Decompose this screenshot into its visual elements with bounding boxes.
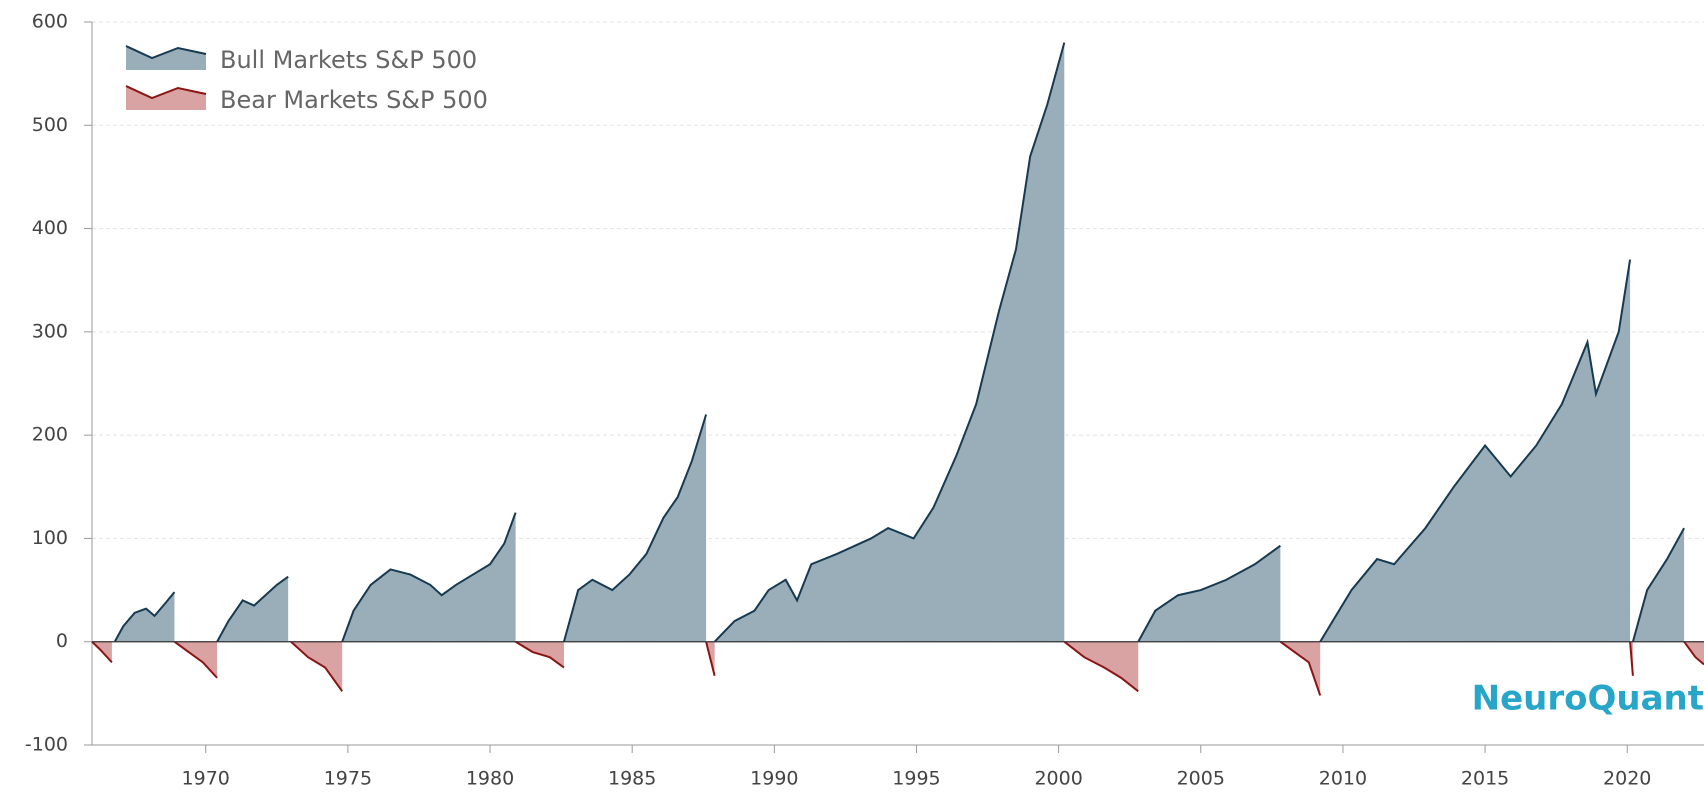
x-tick-label: 1995: [892, 768, 940, 790]
x-tick-label: 2010: [1319, 768, 1367, 790]
area-fill: [114, 42, 1685, 642]
y-tick-label: 600: [32, 11, 68, 33]
x-tick-label: 1985: [608, 768, 656, 790]
x-tick-label: 2005: [1177, 768, 1225, 790]
legend-label: Bull Markets S&P 500: [220, 46, 477, 74]
legend-line: [125, 85, 207, 100]
legend-label: Bear Markets S&P 500: [220, 86, 488, 114]
x-tick-label: 1980: [466, 768, 514, 790]
y-tick-label: 100: [32, 527, 68, 549]
x-tick-label: 2020: [1603, 768, 1651, 790]
x-tick-label: 1990: [750, 768, 798, 790]
area-line: [91, 640, 1704, 696]
area-fill: [92, 641, 1704, 696]
y-tick-label: 500: [32, 114, 68, 136]
legend-line: [125, 45, 207, 60]
y-tick-label: 300: [32, 320, 68, 342]
y-tick-label: 0: [56, 630, 68, 652]
x-tick-label: 1975: [324, 768, 372, 790]
x-tick-label: 2015: [1461, 768, 1509, 790]
x-tick-label: 1970: [182, 768, 230, 790]
y-tick-label: 200: [32, 424, 68, 446]
area-line: [113, 42, 1685, 643]
watermark: NeuroQuant: [1472, 679, 1704, 719]
y-tick-label: -100: [25, 734, 68, 756]
legend-swatch: [126, 86, 206, 110]
legend-swatch: [126, 46, 206, 70]
x-tick-label: 2000: [1034, 768, 1082, 790]
y-tick-label: 400: [32, 217, 68, 239]
